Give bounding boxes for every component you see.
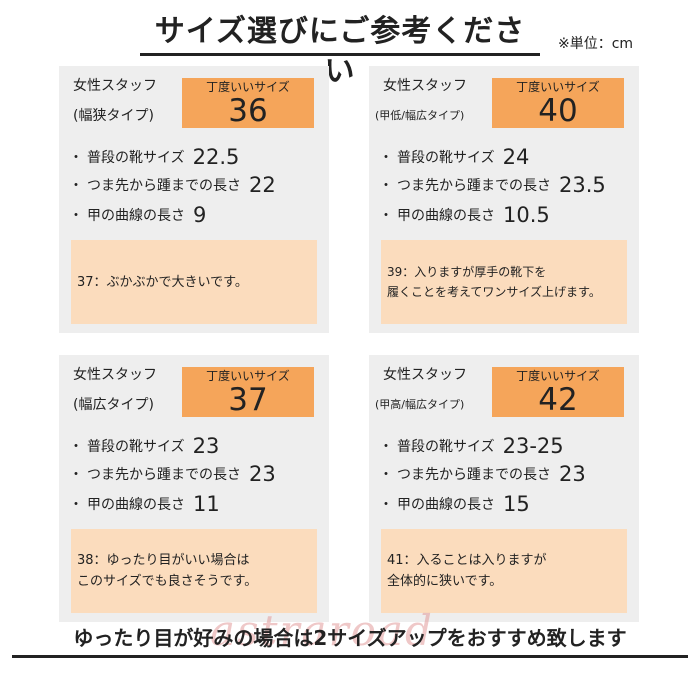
staff-label: 女性スタッフ (383, 367, 467, 383)
size-card: 女性スタッフ (幅狭タイプ) 丁度いいサイズ 36 ・普段の靴サイズ 22.5 ・… (59, 66, 329, 333)
size-note: 38：ゆったり目がいい場合は このサイズでも良さそうです。 (71, 529, 317, 613)
measure-row: ・甲の曲線の長さ 11 (69, 492, 220, 516)
recommended-size-value: 42 (538, 382, 578, 418)
note-line: 履くことを考えてワンサイズ上げます。 (387, 285, 601, 299)
foot-type-label: (甲低/幅広タイプ) (375, 109, 465, 122)
recommended-size-label: 丁度いいサイズ (206, 80, 290, 94)
measure-value: 10.5 (503, 203, 550, 227)
recommended-size-label: 丁度いいサイズ (206, 369, 290, 383)
measure-label: つま先から踵までの長さ (397, 178, 551, 194)
staff-label: 女性スタッフ (73, 367, 157, 383)
note-line: 38：ゆったり目がいい場合は (77, 553, 250, 568)
measure-row: ・普段の靴サイズ 22.5 (69, 145, 240, 169)
footer-underline (12, 655, 688, 658)
recommended-size-value: 40 (538, 93, 578, 129)
measure-row: ・普段の靴サイズ 24 (379, 145, 530, 169)
measure-label: 普段の靴サイズ (87, 150, 185, 166)
measure-row: ・甲の曲線の長さ 9 (69, 203, 207, 227)
measure-value: 23-25 (502, 434, 564, 458)
recommended-size-value: 36 (228, 93, 268, 129)
measure-row: ・つま先から踵までの長さ 23 (69, 462, 276, 486)
measure-label: 甲の曲線の長さ (397, 208, 495, 224)
measure-value: 23.5 (559, 173, 606, 197)
watermark: astraroad (210, 606, 434, 655)
staff-label: 女性スタッフ (383, 78, 467, 94)
foot-type-label: (甲高/幅広タイプ) (375, 398, 465, 411)
note-line: 全体的に狭いです。 (387, 574, 503, 589)
measure-label: つま先から踵までの長さ (87, 467, 241, 483)
foot-type-label: (幅狭タイプ) (73, 108, 154, 124)
measure-label: 普段の靴サイズ (397, 150, 495, 166)
recommended-size-box: 丁度いいサイズ 42 (492, 367, 624, 417)
size-note: 39：入りますが厚手の靴下を 履くことを考えてワンサイズ上げます。 (381, 240, 627, 324)
note-line: 41：入ることは入りますが (387, 553, 547, 568)
measure-value: 22 (249, 173, 276, 197)
measure-label: 普段の靴サイズ (397, 439, 495, 455)
staff-label: 女性スタッフ (73, 78, 157, 94)
measure-label: つま先から踵までの長さ (397, 467, 551, 483)
unit-note: ※単位：cm (558, 36, 634, 52)
size-card: 女性スタッフ (甲低/幅広タイプ) 丁度いいサイズ 40 ・普段の靴サイズ 24 … (369, 66, 639, 333)
recommended-size-box: 丁度いいサイズ 37 (182, 367, 314, 417)
size-note: 37：ぶかぶかで大きいです。 (71, 240, 317, 324)
measure-row: ・普段の靴サイズ 23-25 (379, 434, 564, 458)
measure-value: 24 (502, 145, 530, 169)
recommended-size-box: 丁度いいサイズ 40 (492, 78, 624, 128)
measure-row: ・つま先から踵までの長さ 23.5 (379, 173, 606, 197)
measure-value: 23 (559, 462, 586, 486)
note-line: このサイズでも良さそうです。 (77, 574, 258, 589)
measure-value: 22.5 (192, 145, 240, 169)
measure-label: つま先から踵までの長さ (87, 178, 241, 194)
size-note: 41：入ることは入りますが 全体的に狭いです。 (381, 529, 627, 613)
measure-row: ・つま先から踵までの長さ 23 (379, 462, 586, 486)
note-line: 39：入りますが厚手の靴下を (387, 265, 547, 279)
recommended-size-label: 丁度いいサイズ (516, 80, 600, 94)
measure-label: 甲の曲線の長さ (87, 497, 185, 513)
measure-value: 23 (249, 462, 276, 486)
measure-value: 15 (503, 492, 530, 516)
measure-value: 11 (193, 492, 220, 516)
measure-row: ・甲の曲線の長さ 10.5 (379, 203, 550, 227)
measure-row: ・普段の靴サイズ 23 (69, 434, 220, 458)
recommended-size-box: 丁度いいサイズ 36 (182, 78, 314, 128)
measure-value: 23 (192, 434, 220, 458)
recommended-size-value: 37 (228, 382, 268, 418)
footer-recommendation: ゆったり目が好みの場合は2サイズアップをおすすめ致します (73, 626, 627, 650)
measure-value: 9 (193, 203, 207, 227)
measure-row: ・つま先から踵までの長さ 22 (69, 173, 276, 197)
size-card: 女性スタッフ (甲高/幅広タイプ) 丁度いいサイズ 42 ・普段の靴サイズ 23-… (369, 355, 639, 622)
size-card: 女性スタッフ (幅広タイプ) 丁度いいサイズ 37 ・普段の靴サイズ 23 ・つま… (59, 355, 329, 622)
foot-type-label: (幅広タイプ) (73, 397, 154, 413)
note-line: 37：ぶかぶかで大きいです。 (77, 274, 248, 290)
measure-label: 甲の曲線の長さ (87, 208, 185, 224)
recommended-size-label: 丁度いいサイズ (516, 369, 600, 383)
measure-label: 甲の曲線の長さ (397, 497, 495, 513)
measure-label: 普段の靴サイズ (87, 439, 185, 455)
page-title: サイズ選びにご参考ください (140, 12, 540, 89)
measure-row: ・甲の曲線の長さ 15 (379, 492, 530, 516)
